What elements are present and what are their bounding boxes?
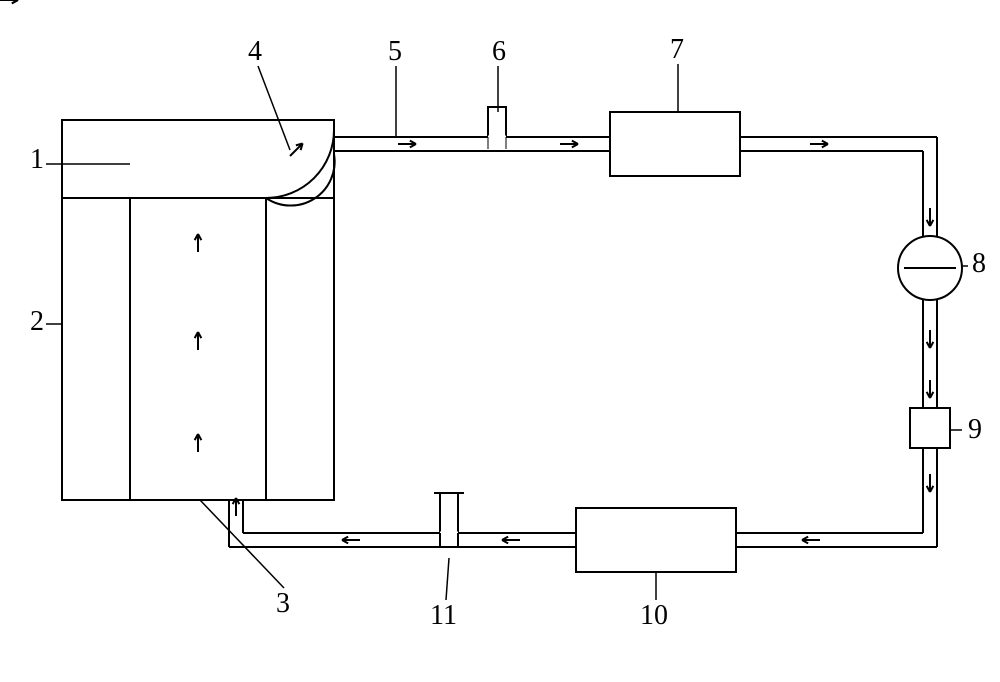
label-7: 7 bbox=[670, 34, 684, 65]
label-2: 2 bbox=[30, 306, 44, 337]
label-9: 9 bbox=[968, 414, 982, 445]
sensor-6 bbox=[488, 107, 506, 137]
diagram-canvas: 1 2 3 4 5 6 7 8 9 10 11 bbox=[0, 0, 1000, 682]
label-3: 3 bbox=[276, 588, 290, 619]
component-7 bbox=[610, 112, 740, 176]
component-9 bbox=[910, 408, 950, 448]
elbow-outer bbox=[266, 130, 334, 198]
label-8: 8 bbox=[972, 248, 986, 279]
label-1: 1 bbox=[30, 144, 44, 175]
component-10 bbox=[576, 508, 736, 572]
label-6: 6 bbox=[492, 36, 506, 67]
label-4: 4 bbox=[248, 36, 262, 67]
sensor-11-stem bbox=[440, 493, 458, 533]
label-11: 11 bbox=[430, 600, 457, 631]
label-5: 5 bbox=[388, 36, 402, 67]
label-10: 10 bbox=[640, 600, 668, 631]
